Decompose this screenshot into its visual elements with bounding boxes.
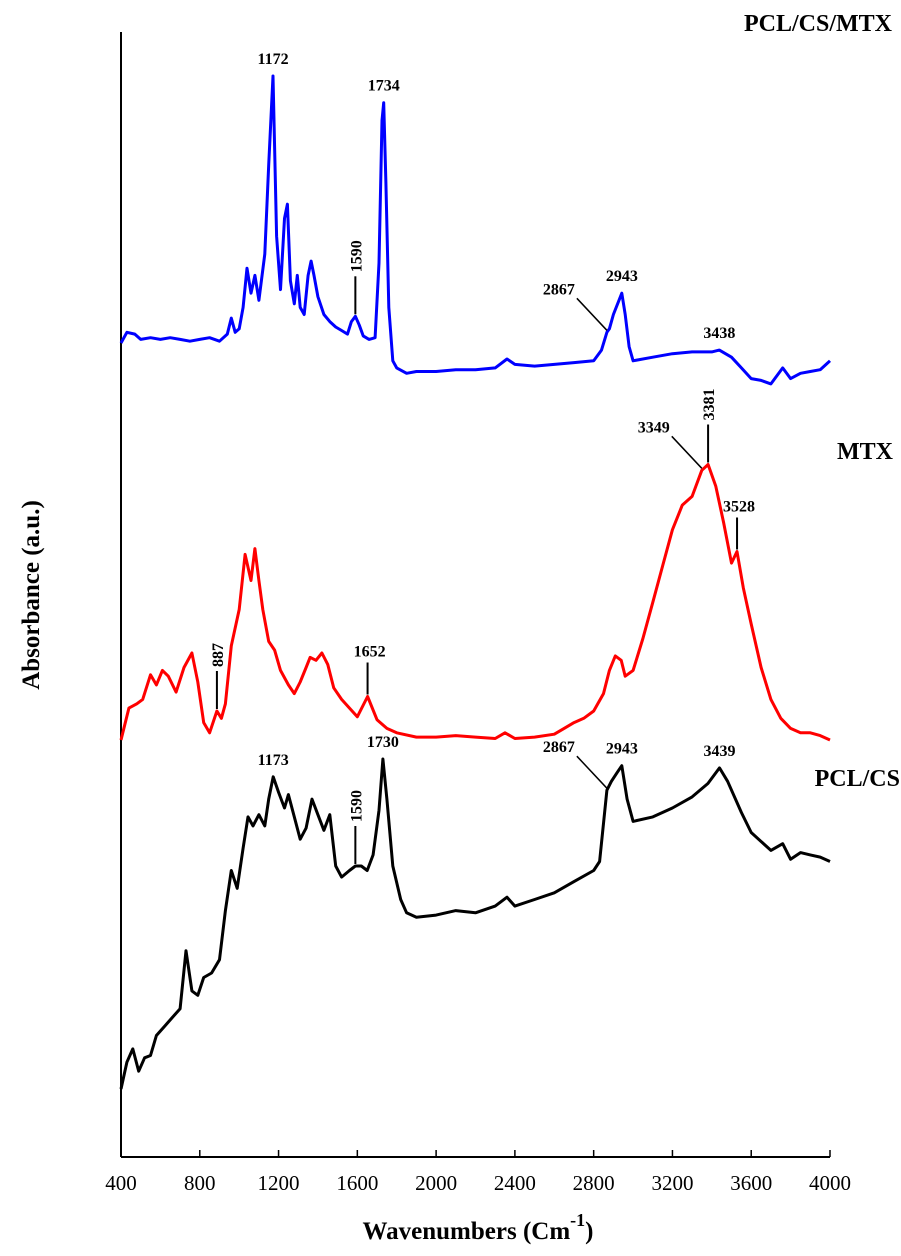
series-label-mtx: MTX — [837, 439, 894, 465]
x-tick-label-1600: 1600 — [336, 1171, 378, 1195]
peak-label-pcl-cs-mtx-1172: 1172 — [257, 51, 288, 68]
x-axis-ticks — [120, 1150, 831, 1157]
peak-label-pcl-cs-2867: 2867 — [543, 739, 575, 756]
peak-label-pcl-cs-mtx-2867-line — [576, 297, 608, 331]
x-axis-title-main: Wavenumbers (Cm — [363, 1218, 571, 1245]
peak-label-mtx-3349-line — [671, 435, 703, 469]
x-tick-label-400: 400 — [105, 1171, 137, 1195]
x-tick-label-2000: 2000 — [415, 1171, 457, 1195]
peak-label-pcl-cs-3439: 3439 — [704, 743, 736, 760]
series-label-pcl-cs: PCL/CS — [815, 766, 900, 792]
x-tick-label-4000: 4000 — [809, 1171, 851, 1195]
peak-label-pcl-cs-mtx-2867: 2867 — [543, 281, 575, 298]
x-axis-title-superscript: -1 — [570, 1210, 585, 1230]
series-layer — [119, 74, 832, 1090]
peak-label-pcl-cs-1173: 1173 — [258, 752, 289, 769]
x-tick-label-800: 800 — [184, 1171, 216, 1195]
y-axis-title: Absorbance (a.u.) — [18, 500, 45, 690]
x-tick-label-2800: 2800 — [573, 1171, 615, 1195]
peak-label-mtx-3349: 3349 — [638, 419, 670, 436]
x-tick-label-3600: 3600 — [730, 1171, 772, 1195]
peak-label-mtx-887: 887 — [210, 643, 227, 667]
x-tick-label-3200: 3200 — [651, 1171, 693, 1195]
peak-label-pcl-cs-mtx-3438: 3438 — [703, 325, 735, 342]
peak-label-pcl-cs-1590: 1590 — [348, 790, 365, 822]
peak-label-pcl-cs-1730: 1730 — [367, 734, 399, 751]
x-tick-label-1200: 1200 — [258, 1171, 300, 1195]
peak-annotation-layer: 1172 1734 1590 2867 2943 3438 887 1652 3349 3381 3… — [210, 51, 755, 864]
peak-label-mtx-3528: 3528 — [723, 499, 755, 516]
peak-label-mtx-3381: 3381 — [701, 389, 718, 421]
peak-label-pcl-cs-2867-line — [576, 755, 608, 789]
series-line-pcl-cs — [119, 757, 831, 1090]
peak-label-pcl-cs-2943: 2943 — [606, 741, 638, 758]
x-axis-title: Wavenumbers (Cm-1) — [363, 1210, 594, 1245]
series-line-mtx — [119, 463, 831, 742]
x-tick-label-2400: 2400 — [494, 1171, 536, 1195]
x-axis-title-close: ) — [585, 1218, 593, 1245]
series-label-pcl-cs-mtx: PCL/CS/MTX — [744, 11, 893, 37]
peak-label-mtx-1652: 1652 — [354, 644, 386, 661]
peak-label-pcl-cs-mtx-2943: 2943 — [606, 268, 638, 285]
peak-label-pcl-cs-mtx-1734: 1734 — [368, 78, 400, 95]
x-axis-tick-labels: 400 800 1200 1600 2000 2400 2800 3200 3600 4000 — [105, 1171, 851, 1195]
peak-label-pcl-cs-mtx-1590: 1590 — [348, 240, 365, 272]
series-line-pcl-cs-mtx — [119, 74, 832, 386]
